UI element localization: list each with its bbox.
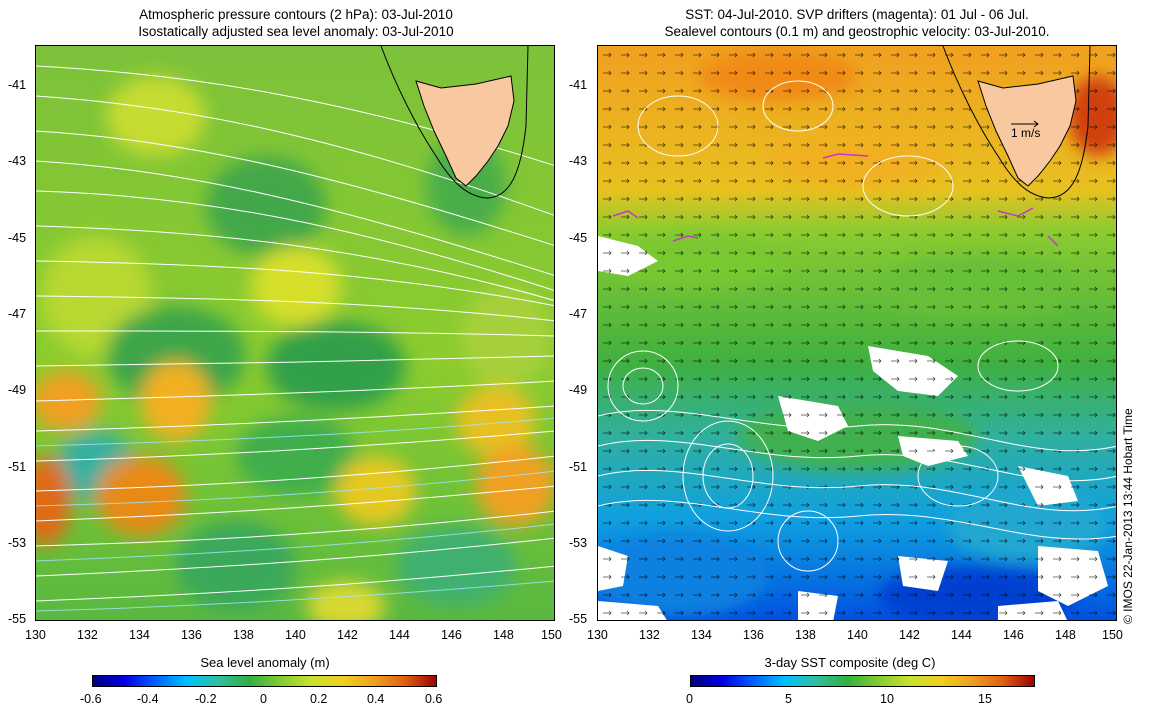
right-lon-tick: 150 bbox=[1102, 628, 1123, 642]
left-lat-tick: -51 bbox=[8, 460, 27, 474]
right-lon-tick: 146 bbox=[1003, 628, 1024, 642]
right-lon-tick: 144 bbox=[951, 628, 972, 642]
left-colorbar-tick: 0.4 bbox=[367, 692, 385, 706]
right-colorbar-tick: 0 bbox=[686, 692, 693, 706]
right-colorbar-tick: 10 bbox=[880, 692, 894, 706]
right-title-line1: SST: 04-Jul-2010. SVP drifters (magenta)… bbox=[685, 7, 1029, 22]
sst-colorbar bbox=[690, 675, 1035, 687]
right-colorbar-tick: 15 bbox=[978, 692, 992, 706]
right-lon-tick: 138 bbox=[795, 628, 816, 642]
left-lon-tick: 134 bbox=[129, 628, 150, 642]
left-lat-tick: -43 bbox=[8, 154, 27, 168]
left-title-line2: Isostatically adjusted sea level anomaly… bbox=[138, 24, 454, 39]
left-lat-tick: -47 bbox=[8, 307, 27, 321]
pressure-contours bbox=[36, 65, 554, 602]
right-lat-tick: -53 bbox=[569, 536, 588, 550]
credit-text: © IMOS 22-Jan-2013 13:44 Hobart Time bbox=[1121, 408, 1135, 624]
left-colorbar-tick: 0.6 bbox=[425, 692, 443, 706]
left-lon-tick: 144 bbox=[389, 628, 410, 642]
velocity-scale-label: 1 m/s bbox=[1011, 126, 1041, 140]
right-colorbar-tick: 5 bbox=[785, 692, 792, 706]
left-lon-tick: 140 bbox=[285, 628, 306, 642]
left-colorbar-tick: 0.2 bbox=[310, 692, 328, 706]
velocity-scale-arrow bbox=[1011, 120, 1039, 128]
left-lat-tick: -49 bbox=[8, 383, 27, 397]
left-lon-tick: 130 bbox=[25, 628, 46, 642]
left-lat-tick: -41 bbox=[8, 78, 27, 92]
sea-level-contours bbox=[598, 80, 1116, 572]
left-lat-tick: -45 bbox=[8, 231, 27, 245]
left-lon-tick: 148 bbox=[493, 628, 514, 642]
right-lon-tick: 140 bbox=[847, 628, 868, 642]
left-lon-tick: 132 bbox=[77, 628, 98, 642]
right-lon-tick: 132 bbox=[639, 628, 660, 642]
right-lon-tick: 130 bbox=[587, 628, 608, 642]
left-lon-tick: 142 bbox=[337, 628, 358, 642]
left-colorbar-tick: -0.2 bbox=[195, 692, 217, 706]
right-lat-tick: -55 bbox=[569, 612, 588, 626]
right-title: SST: 04-Jul-2010. SVP drifters (magenta)… bbox=[598, 6, 1116, 40]
right-lon-tick: 136 bbox=[743, 628, 764, 642]
drifter-tracks bbox=[612, 153, 1059, 247]
right-lat-tick: -47 bbox=[569, 307, 588, 321]
right-lat-tick: -45 bbox=[569, 231, 588, 245]
right-lon-tick: 142 bbox=[899, 628, 920, 642]
sea-level-anomaly-map[interactable] bbox=[35, 45, 555, 621]
left-colorbar-tick: 0 bbox=[260, 692, 267, 706]
tasmania-land bbox=[977, 75, 1077, 187]
tasmania-land bbox=[415, 75, 515, 187]
right-lon-tick: 148 bbox=[1055, 628, 1076, 642]
left-title: Atmospheric pressure contours (2 hPa): 0… bbox=[36, 6, 556, 40]
sst-map[interactable]: 1 m/s bbox=[597, 45, 1117, 621]
right-lon-tick: 134 bbox=[691, 628, 712, 642]
left-lat-tick: -55 bbox=[8, 612, 27, 626]
right-lat-tick: -51 bbox=[569, 460, 588, 474]
left-colorbar-tick: -0.6 bbox=[80, 692, 102, 706]
left-lon-tick: 150 bbox=[541, 628, 562, 642]
left-lon-tick: 146 bbox=[441, 628, 462, 642]
left-colorbar-label: Sea level anomaly (m) bbox=[200, 655, 330, 670]
right-title-line2: Sealevel contours (0.1 m) and geostrophi… bbox=[664, 24, 1050, 39]
left-lon-tick: 136 bbox=[181, 628, 202, 642]
right-lat-tick: -43 bbox=[569, 154, 588, 168]
left-title-line1: Atmospheric pressure contours (2 hPa): 0… bbox=[139, 7, 453, 22]
left-lat-tick: -53 bbox=[8, 536, 27, 550]
sea-level-colorbar bbox=[92, 675, 437, 687]
left-lon-tick: 138 bbox=[233, 628, 254, 642]
right-lat-tick: -49 bbox=[569, 383, 588, 397]
right-colorbar-label: 3-day SST composite (deg C) bbox=[764, 655, 936, 670]
right-lat-tick: -41 bbox=[569, 78, 588, 92]
left-colorbar-tick: -0.4 bbox=[137, 692, 159, 706]
